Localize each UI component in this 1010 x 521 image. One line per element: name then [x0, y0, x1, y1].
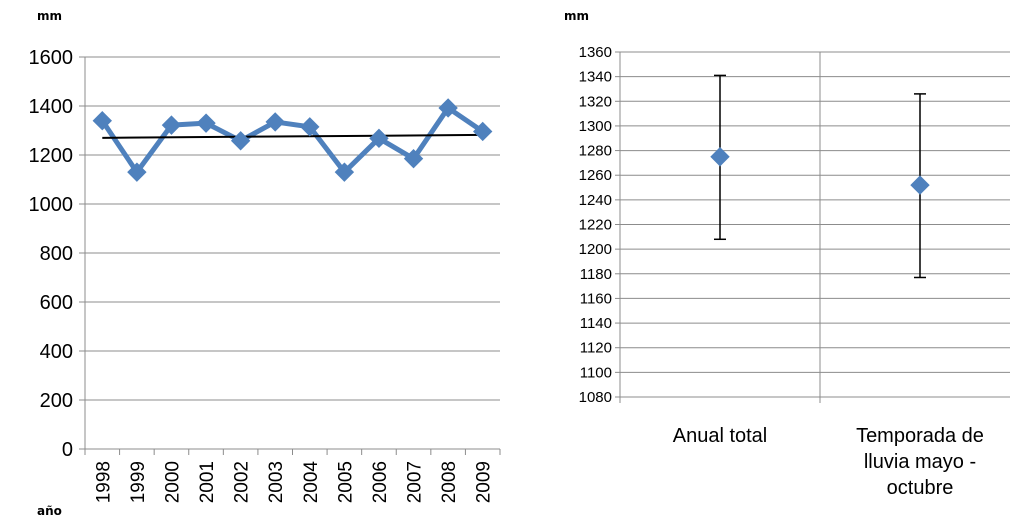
x-tick-label-line: octubre: [887, 477, 954, 499]
y-tick-label: 800: [40, 243, 73, 265]
y-tick-label: 0: [62, 439, 73, 461]
y-tick-label: 1000: [29, 194, 74, 216]
y-tick-label: 400: [40, 341, 73, 363]
x-tick-label-line: Anual total: [673, 425, 768, 447]
x-tick-label-line: Temporada de: [856, 425, 984, 447]
y-tick-label: 1100: [580, 364, 612, 381]
y-tick-label: 1320: [579, 93, 612, 110]
x-tick-label: 2003: [266, 461, 287, 503]
y-tick-label: 1220: [579, 217, 612, 234]
y-tick-label: 600: [40, 292, 73, 314]
x-tick-label: 2009: [474, 461, 495, 503]
data-point: [197, 114, 215, 132]
y-tick-label: 200: [40, 390, 73, 412]
x-tick-label: 2005: [335, 461, 356, 503]
x-tick-label: 1998: [93, 461, 114, 503]
y-tick-label: 1160: [580, 290, 612, 307]
x-tick-label: Anual total: [673, 425, 768, 447]
x-tick-label: 2004: [301, 461, 322, 504]
y-tick-label: 1340: [579, 69, 612, 86]
x-tick-label: Temporada de lluvia mayo - octubre: [856, 425, 984, 499]
y-tick-label: 1600: [29, 47, 74, 69]
y-tick-label: 1360: [579, 44, 612, 61]
y-tick-label: 1080: [579, 389, 612, 406]
data-point: [911, 176, 929, 194]
x-tick-label: 2001: [197, 461, 218, 503]
x-tick-label: 1999: [128, 461, 149, 503]
y-tick-label: 1180: [580, 266, 612, 283]
y-tick-label: 1240: [579, 192, 612, 209]
annual-rainfall-line-chart: 0 200 400 600 800 1000 1200 1400 1600 1998 1999 200…: [29, 9, 501, 518]
y-tick-label: 1280: [579, 143, 612, 160]
series-line: [102, 108, 482, 172]
x-axis-label: año: [37, 504, 62, 518]
y-tick-label: 1260: [579, 167, 612, 184]
rainfall-mean-errorbar-chart: 1080 1100 1120 1140 1160 1180 1200 1220 1240 1260…: [564, 9, 1010, 499]
y-tick-label: 1300: [579, 118, 612, 135]
x-tick-label: 2007: [405, 461, 426, 503]
x-tick-label: 2002: [232, 461, 253, 503]
y-axis-label: mm: [564, 9, 589, 23]
y-tick-label: 1400: [29, 96, 74, 118]
y-tick-label: 1120: [580, 340, 612, 357]
y-tick-label: 1200: [29, 145, 74, 167]
y-tick-label: 1200: [579, 241, 612, 258]
x-tick-label-line: lluvia mayo -: [864, 451, 976, 473]
data-point: [232, 132, 250, 150]
data-point: [266, 113, 284, 131]
y-axis-label: mm: [37, 9, 62, 23]
x-tick-label: 2008: [439, 461, 460, 503]
x-tick-label: 2006: [370, 461, 391, 503]
y-tick-label: 1140: [580, 315, 612, 332]
x-tick-label: 2000: [162, 461, 183, 503]
